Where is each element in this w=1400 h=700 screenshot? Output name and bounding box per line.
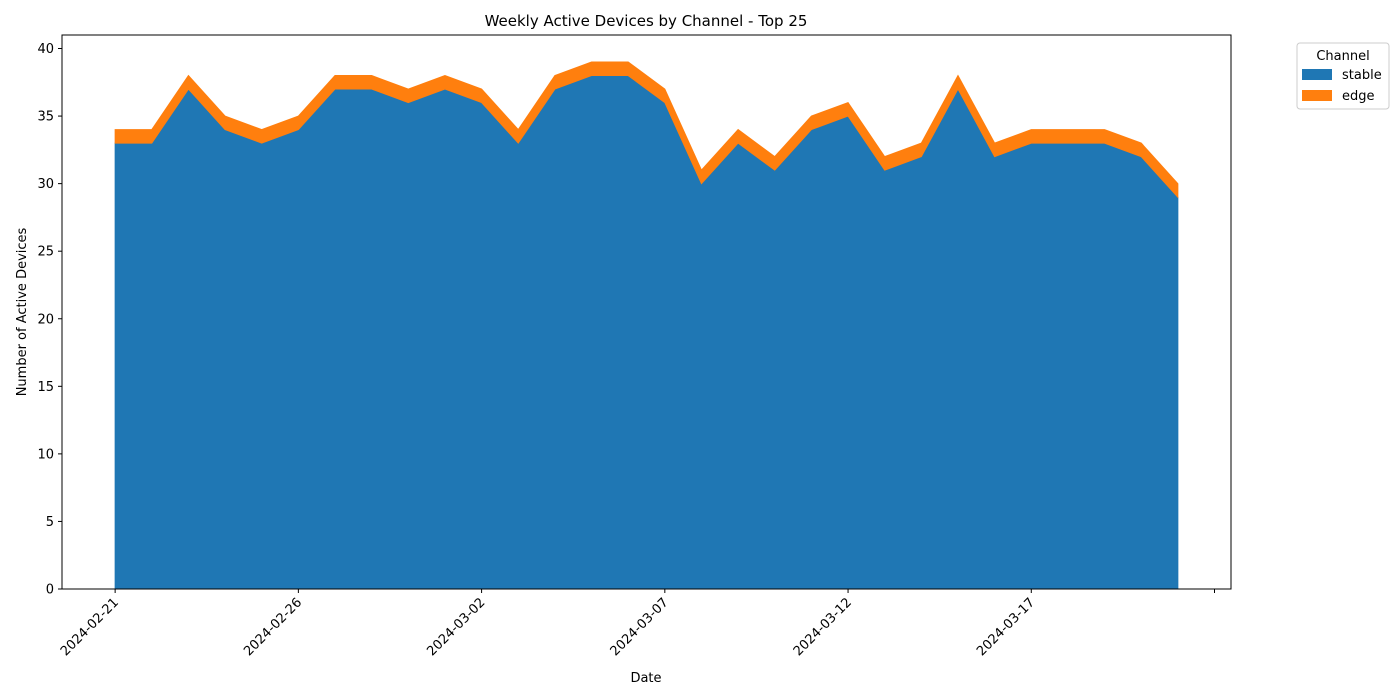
area-series-edge — [114, 61, 1179, 199]
legend-swatch-stable — [1302, 69, 1332, 80]
x-axis-title: Date — [630, 671, 661, 686]
legend-swatch-edge — [1302, 90, 1332, 101]
x-axis: 2024-02-21 2024-02-26 2024-03-02 2024-03-07… — [58, 589, 1216, 659]
y-axis-title: Number of Active Devices — [15, 227, 30, 396]
y-axis: 0 5 10 15 20 25 30 35 40 — [37, 42, 62, 598]
x-tick-label: 2024-03-02 — [424, 595, 488, 659]
y-tick-label: 20 — [37, 312, 54, 327]
x-tick-label: 2024-03-07 — [608, 595, 672, 659]
y-tick-label: 0 — [46, 583, 54, 598]
y-tick-label: 35 — [37, 110, 54, 125]
chart-title: Weekly Active Devices by Channel - Top 2… — [485, 12, 808, 30]
y-tick-label: 40 — [37, 42, 54, 57]
x-tick-label: 2024-02-26 — [241, 595, 305, 659]
legend-label-stable: stable — [1342, 68, 1382, 83]
y-tick-label: 15 — [37, 380, 54, 395]
x-tick-label: 2024-03-17 — [974, 595, 1038, 659]
y-tick-label: 30 — [37, 177, 54, 192]
x-tick-label: 2024-02-21 — [58, 595, 122, 659]
legend-title: Channel — [1316, 49, 1369, 64]
legend-label-edge: edge — [1342, 89, 1375, 104]
legend-items: stable edge — [1302, 68, 1382, 104]
y-tick-label: 25 — [37, 245, 54, 260]
legend: Channel stable edge — [1296, 42, 1390, 110]
y-tick-label: 5 — [46, 515, 54, 530]
x-tick-label: 2024-03-12 — [791, 595, 855, 659]
plot-area — [114, 61, 1179, 590]
plot-frame — [61, 34, 1232, 590]
y-tick-label: 10 — [37, 447, 54, 462]
area-series-stable — [114, 75, 1179, 590]
